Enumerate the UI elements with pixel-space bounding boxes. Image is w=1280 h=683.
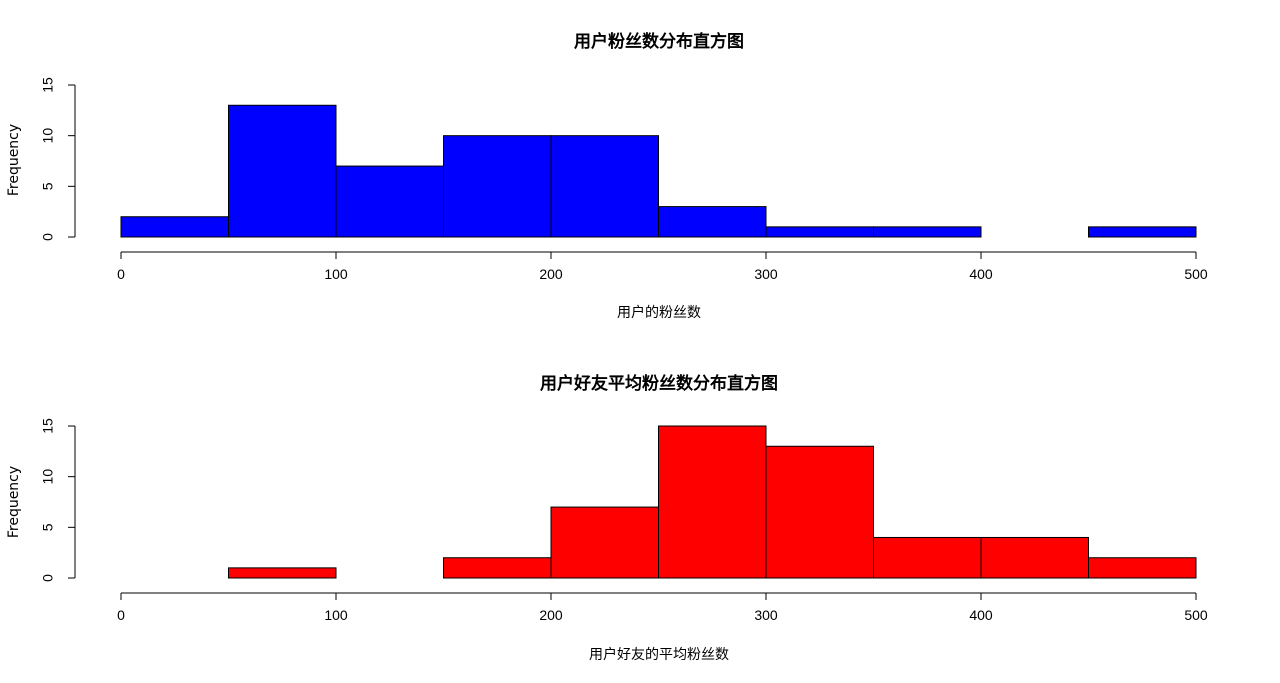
x-tick-label: 300 bbox=[754, 607, 778, 623]
y-tick-label: 10 bbox=[40, 469, 56, 485]
histogram-bar bbox=[765, 226, 874, 238]
bars bbox=[120, 104, 1197, 238]
x-axis-label: 用户的粉丝数 bbox=[617, 304, 701, 321]
bars bbox=[228, 425, 1197, 579]
histogram-bar bbox=[980, 536, 1089, 579]
x-tick-label: 100 bbox=[324, 266, 348, 282]
x-axis: 0 100 200 300 400 500 bbox=[117, 251, 1208, 282]
histogram-bar bbox=[1088, 557, 1197, 579]
histogram-bar bbox=[873, 226, 982, 238]
x-tick-label: 500 bbox=[1184, 607, 1208, 623]
y-tick-label: 5 bbox=[40, 182, 56, 190]
y-tick-label: 15 bbox=[40, 77, 56, 93]
x-tick-label: 200 bbox=[539, 266, 563, 282]
histogram-bar bbox=[443, 557, 552, 579]
friends-avg-fans-histogram-panel: 用户好友平均粉丝数分布直方图 用户好友的平均粉丝数 Frequency 0 100… bbox=[6, 373, 1208, 663]
chart-title: 用户好友平均粉丝数分布直方图 bbox=[540, 373, 778, 394]
histogram-bar bbox=[228, 567, 337, 579]
y-axis-label: Frequency bbox=[6, 466, 22, 538]
histogram-bar bbox=[1088, 226, 1197, 238]
y-tick-label: 0 bbox=[40, 574, 56, 582]
histogram-bar bbox=[550, 506, 659, 579]
y-tick-label: 10 bbox=[40, 128, 56, 144]
y-tick-label: 5 bbox=[40, 523, 56, 531]
x-tick-label: 0 bbox=[117, 607, 125, 623]
histogram-bar bbox=[873, 536, 982, 579]
x-tick-label: 400 bbox=[969, 266, 993, 282]
y-axis: 0 5 10 15 bbox=[40, 418, 76, 582]
x-tick-label: 200 bbox=[539, 607, 563, 623]
histogram-bar bbox=[658, 425, 767, 579]
histogram-bar bbox=[765, 445, 874, 579]
histogram-bar bbox=[228, 104, 337, 238]
y-axis-label: Frequency bbox=[6, 124, 22, 196]
histogram-bar bbox=[550, 135, 659, 238]
histogram-bar bbox=[658, 206, 767, 238]
x-axis: 0 100 200 300 400 500 bbox=[117, 592, 1208, 623]
x-tick-label: 300 bbox=[754, 266, 778, 282]
y-axis: 0 5 10 15 bbox=[40, 77, 76, 241]
histogram-bar bbox=[335, 165, 444, 238]
x-tick-label: 0 bbox=[117, 266, 125, 282]
y-tick-label: 0 bbox=[40, 233, 56, 241]
chart-title: 用户粉丝数分布直方图 bbox=[574, 31, 744, 52]
x-tick-label: 400 bbox=[969, 607, 993, 623]
x-axis-label: 用户好友的平均粉丝数 bbox=[589, 646, 729, 663]
x-tick-label: 500 bbox=[1184, 266, 1208, 282]
fans-histogram-panel: 用户粉丝数分布直方图 用户的粉丝数 Frequency 0 100 200 300 40… bbox=[6, 31, 1208, 321]
histogram-bar bbox=[120, 216, 229, 238]
x-tick-label: 100 bbox=[324, 607, 348, 623]
histogram-bar bbox=[443, 135, 552, 238]
y-tick-label: 15 bbox=[40, 418, 56, 434]
